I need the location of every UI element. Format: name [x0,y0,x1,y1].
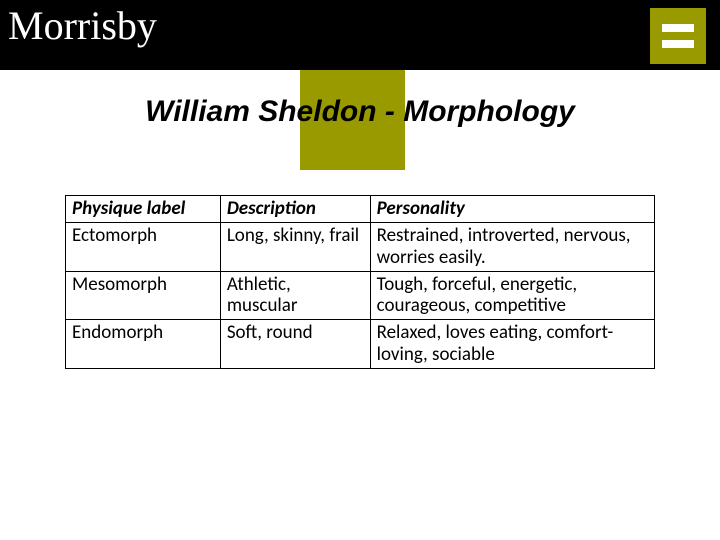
table-cell: Ectomorph [66,222,221,271]
table-row: Ectomorph Long, skinny, frail Restrained… [66,222,655,271]
slide-subtitle: William Sheldon - Morphology [0,95,720,129]
table-cell: Restrained, introverted, nervous, worrie… [370,222,654,271]
slide: Morrisby William Sheldon - Morphology Ph… [0,0,720,540]
equals-bar-bottom [662,40,694,48]
equals-icon [650,8,706,64]
table-cell: Long, skinny, frail [220,222,370,271]
table-row: Mesomorph Athletic, muscular Tough, forc… [66,271,655,320]
table-cell: Soft, round [220,320,370,369]
table-header-cell: Description [220,196,370,223]
brand-title: Morrisby [8,2,157,49]
table-header-cell: Physique label [66,196,221,223]
table-cell: Athletic, muscular [220,271,370,320]
table-cell: Mesomorph [66,271,221,320]
table-row: Endomorph Soft, round Relaxed, loves eat… [66,320,655,369]
table-cell: Endomorph [66,320,221,369]
table-cell: Tough, forceful, energetic, courageous, … [370,271,654,320]
morphology-table: Physique label Description Personality E… [65,195,655,369]
table-header-cell: Personality [370,196,654,223]
top-banner: Morrisby [0,0,720,70]
table-cell: Relaxed, loves eating, comfort-loving, s… [370,320,654,369]
table-header-row: Physique label Description Personality [66,196,655,223]
equals-bar-top [662,24,694,32]
